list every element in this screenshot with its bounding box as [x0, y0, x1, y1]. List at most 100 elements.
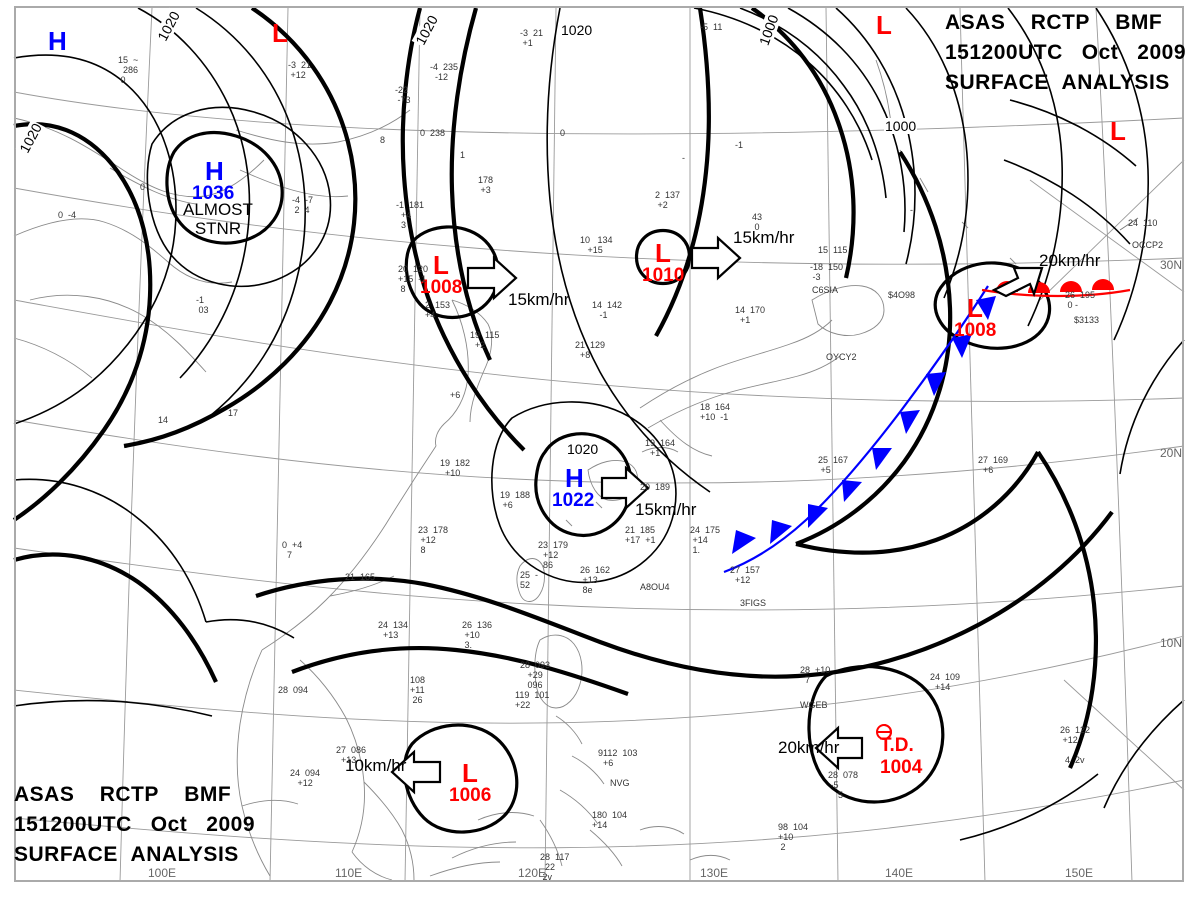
station-plot: 43 0 [752, 212, 763, 232]
almost-stnr-note: ALMOST STNR [183, 200, 253, 238]
motion-speed-label: 15km/hr [733, 228, 795, 247]
station-plot: 8 [380, 135, 386, 145]
station-plot: 28 117 22 2v [540, 852, 570, 882]
station-plot: 27 157 +12 [730, 565, 761, 585]
station-plot: 119 101 +22 [515, 690, 550, 710]
title-tr-time: 151200UTC [945, 41, 1063, 64]
motion-speed-label: 15km/hr [635, 500, 697, 519]
station-plot: - [682, 153, 685, 163]
station-plot: 19 164 +1 [645, 438, 676, 458]
title-bl-asas: ASAS [14, 783, 75, 806]
station-plot: 21 185 +17 +1 [625, 525, 656, 545]
title-tr-surface: SURFACE [945, 71, 1049, 94]
pressure-center-high-letter: H [205, 156, 224, 186]
title-bl-year: 2009 [206, 813, 255, 836]
pressure-center-low-letter: L [433, 250, 449, 280]
title-bl-line3: SURFACE ANALYSIS [14, 840, 255, 870]
latitude-label: 10N [1160, 636, 1183, 650]
station-plot: 14 170 +1 [735, 305, 766, 325]
station-plot: 19 182 +10 [440, 458, 471, 478]
station-plot: 28 094 [278, 685, 309, 695]
station-plot: 24 175 +14 1. [690, 525, 721, 555]
station-plot: 23 179 +12 86 [538, 540, 569, 570]
station-plot: 4 2v [1065, 755, 1085, 765]
station-plot: 25 - [520, 570, 539, 580]
station-plot: 10 134 +15 [580, 235, 613, 255]
title-tr-month: Oct [1081, 41, 1119, 64]
longitude-label: 100E [148, 866, 177, 880]
station-plot: 98 104 +10 2 [778, 822, 809, 852]
title-tr-line3: SURFACE ANALYSIS [945, 68, 1186, 98]
station-plot: 108 +11 26 [410, 675, 426, 705]
isobars [12, 6, 1185, 841]
title-tr-line2: 151200UTC Oct 2009 [945, 38, 1186, 68]
longitude-label: 130E [700, 866, 729, 880]
title-bl-time: 151200UTC [14, 813, 132, 836]
title-tr-rctp: RCTP [1030, 11, 1090, 34]
pressure-center-value: 1008 [954, 320, 997, 341]
title-bl-rctp: RCTP [99, 783, 159, 806]
pressure-center-low-letter: L [967, 293, 983, 323]
bare-high-marker: H [48, 26, 67, 56]
station-plot: -1 181 +4 3 [396, 200, 425, 230]
pressure-center-high-letter: H [565, 463, 584, 493]
station-plot: 3FIGS [740, 598, 767, 608]
station-plot: 25 167 +5 [818, 455, 849, 475]
station-plot: 21 129 +8 [575, 340, 606, 360]
motion-arrow-L1008-west [466, 255, 518, 301]
coastlines [13, 59, 1017, 881]
title-tr-line1: ASAS RCTP BMF [945, 8, 1186, 38]
station-plot: -4 235 -12 [430, 62, 459, 82]
station-plot: 24 134 +13 [378, 620, 409, 640]
motion-arrow-L1008-east [991, 266, 1044, 298]
pressure-center-value: 1036 [192, 183, 235, 204]
latitude-label: 20N [1160, 446, 1183, 460]
stnr-line2: STNR [194, 219, 242, 238]
station-plot: 26 122 +12 [1060, 725, 1091, 745]
motion-arrow-H1022 [600, 465, 650, 511]
title-tr-year: 2009 [1137, 41, 1186, 64]
motion-speed-label: 20km/hr [778, 738, 840, 757]
station-plot: +6 [450, 390, 461, 400]
motion-arrow-TD [814, 725, 864, 771]
station-plot: 17 [228, 408, 239, 418]
station-plot: -5 11 [700, 22, 723, 32]
station-plot: 14 [158, 415, 169, 425]
motion-speed-label: 20km/hr [1039, 251, 1101, 270]
station-plot: 21 165 [345, 572, 376, 582]
station-plot: 19 115 +2 [470, 330, 500, 350]
station-plot: 24 109 +14 [930, 672, 961, 692]
station-plot: -3 21 +12 [288, 60, 312, 80]
tropical-depression-symbol [876, 724, 892, 740]
stnr-line1: ALMOST [183, 200, 253, 219]
station-plot: 19 188 +6 [500, 490, 531, 510]
station-plot: $4O98 [888, 290, 916, 300]
station-plot: 2 137 +2 [655, 190, 681, 210]
station-plot: 0 +4 7 [282, 540, 303, 560]
title-block-bottom-left: ASAS RCTP BMF 151200UTC Oct 2009 SURFACE… [14, 780, 255, 870]
station-plot: OYCY2 [826, 352, 857, 362]
pressure-center-value: 1022 [552, 490, 595, 511]
station-plot: 178 +3 [478, 175, 494, 195]
motion-arrow-L1010 [690, 235, 742, 281]
station-plot: 27 086 +13 [336, 745, 367, 765]
station-plot: -1 03 [196, 295, 209, 315]
title-bl-bmf: BMF [184, 783, 232, 806]
bare-low-marker: L [272, 18, 288, 48]
motion-speed-label: 10km/hr [345, 756, 407, 775]
station-plot: 5 [838, 790, 844, 800]
motion-arrows [390, 235, 1044, 795]
station-plot: -1 [735, 140, 744, 150]
pressure-center-low-letter: L [655, 238, 671, 268]
pressure-center-low-letter: L [462, 758, 478, 788]
station-plot: 1 [460, 150, 466, 160]
pressure-center-value: 1010 [642, 265, 685, 286]
station-plot: -4 -7 2 4 [292, 195, 314, 215]
station-plot: A8OU4 [640, 582, 670, 592]
cold-front [723, 285, 996, 574]
station-plot: -3 21 +1 [520, 28, 544, 48]
latitude-label: 30N [1160, 258, 1183, 272]
